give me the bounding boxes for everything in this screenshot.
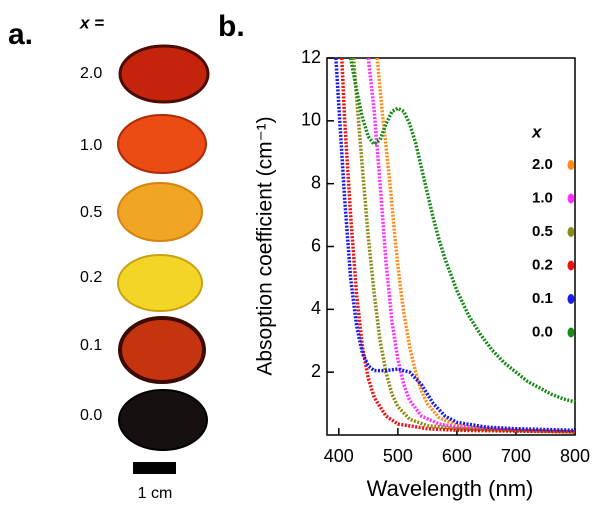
x-axis-title: Wavelength (nm): [367, 476, 534, 501]
y-axis-title: Absoption coefficient (cm⁻¹): [254, 116, 277, 375]
y-tick-label: 4: [311, 298, 321, 318]
y-tick-label: 8: [311, 172, 321, 192]
scale-bar: [133, 462, 176, 474]
series-line: [366, 57, 576, 434]
sample-label: 0.5: [80, 204, 102, 221]
y-tick-label: 12: [301, 47, 321, 67]
legend-marker: [567, 160, 575, 170]
sample-label: 0.0: [80, 407, 102, 424]
legend-label: 1.0: [532, 189, 553, 206]
sample-label: 2.0: [80, 65, 102, 82]
legend-label: 2.0: [532, 156, 553, 173]
y-tick-label: 2: [311, 361, 321, 381]
legend-marker: [567, 327, 575, 338]
legend-marker: [567, 294, 575, 304]
series-line: [348, 57, 576, 404]
sample-photos: [117, 44, 210, 451]
sample-label: 0.2: [80, 269, 102, 286]
series-line: [375, 57, 576, 434]
x-tick-label: 500: [383, 446, 413, 466]
x-tick-label: 700: [501, 446, 531, 466]
series-line: [334, 57, 576, 433]
sample-header: x =: [79, 13, 104, 32]
scale-label: 1 cm: [138, 485, 173, 502]
sample-label: 0.1: [80, 337, 102, 354]
legend-label: 0.0: [532, 323, 553, 340]
legend-label: 0.5: [532, 223, 553, 240]
legend-marker: [567, 227, 575, 237]
legend-label: 0.2: [532, 256, 553, 273]
sample-label: 1.0: [80, 137, 102, 154]
series-line: [340, 57, 576, 434]
legend-marker: [567, 193, 575, 204]
panel-label: b.: [218, 10, 245, 43]
y-tick-label: 6: [311, 235, 321, 255]
series-line: [351, 57, 576, 434]
legend-label: 0.1: [532, 290, 553, 307]
y-tick-label: 10: [301, 110, 321, 130]
x-tick-label: 400: [324, 446, 354, 466]
x-tick-label: 800: [560, 446, 590, 466]
legend-title: x: [531, 122, 543, 141]
panel-label: a.: [8, 18, 33, 51]
x-tick-label: 600: [442, 446, 472, 466]
plot-frame: [326, 57, 576, 436]
legend-marker: [567, 260, 575, 271]
